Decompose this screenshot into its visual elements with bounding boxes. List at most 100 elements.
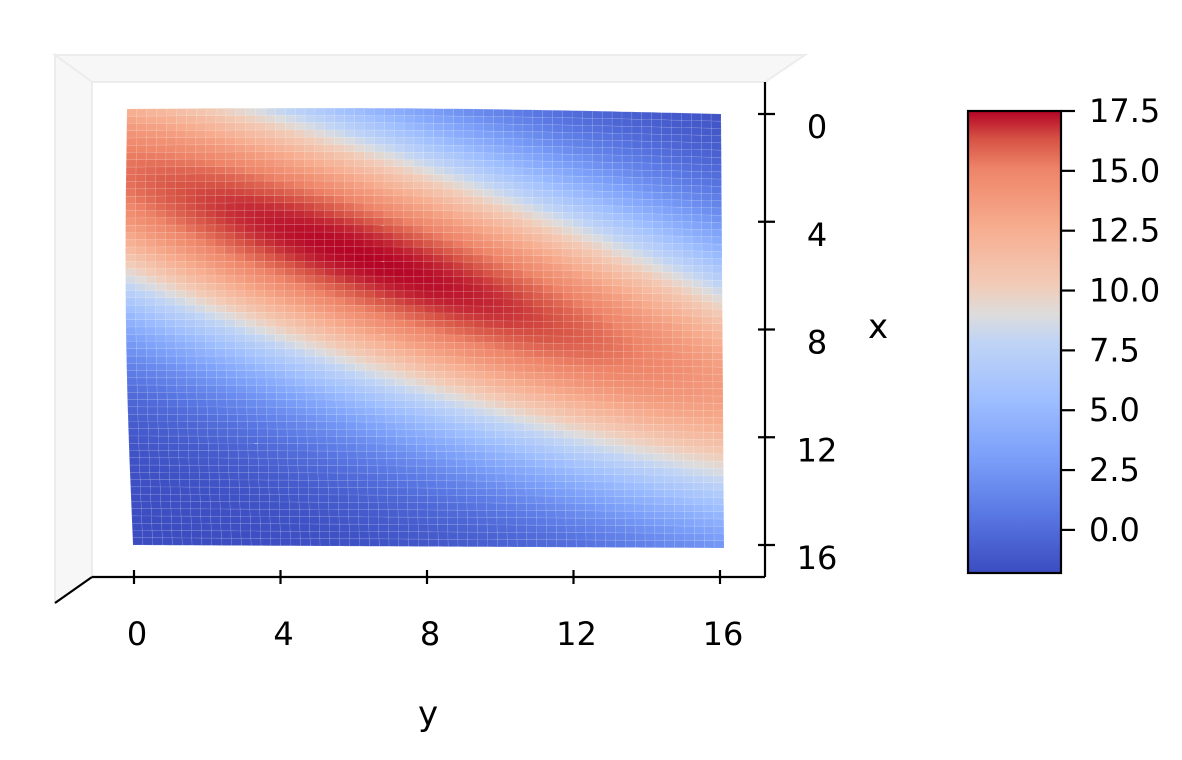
surface-cell <box>572 146 583 155</box>
surface-cell <box>393 246 405 255</box>
surface-cell <box>226 377 237 386</box>
surface-cell <box>137 392 148 400</box>
surface-cell <box>644 532 656 541</box>
surface-cell <box>269 516 281 525</box>
surface-cell <box>169 472 180 481</box>
surface-cell <box>267 436 278 444</box>
surface-cell <box>284 188 295 196</box>
surface-cell <box>314 144 325 153</box>
surface-cell <box>612 256 623 265</box>
surface-cell <box>582 125 593 134</box>
surface-cell <box>207 443 219 452</box>
surface-cell <box>413 181 425 190</box>
surface-cell <box>713 504 725 513</box>
surface-cell <box>304 129 316 138</box>
surface-cell <box>652 278 663 287</box>
surface-cell <box>268 472 279 481</box>
surface-cell <box>592 314 604 323</box>
surface-cell <box>314 246 325 255</box>
surface-cell <box>254 158 266 167</box>
surface-cell <box>533 379 545 388</box>
surface-cell <box>211 530 222 539</box>
surface-cell <box>314 304 325 313</box>
surface-cell <box>248 479 260 488</box>
surface-cell <box>377 472 388 481</box>
surface-cell <box>250 523 261 532</box>
surface-cell <box>564 423 575 432</box>
surface-cell <box>492 174 504 183</box>
surface-cell <box>200 523 212 532</box>
surface-cell <box>175 130 187 138</box>
surface-cell <box>602 263 613 272</box>
surface-cell <box>443 298 455 307</box>
surface-cell <box>632 206 643 214</box>
surface-cell <box>317 458 328 466</box>
surface-cell <box>405 414 417 423</box>
surface-cell <box>556 539 567 548</box>
surface-cell <box>336 421 347 430</box>
surface-cell <box>433 195 444 204</box>
surface-cell <box>463 196 474 205</box>
surface-cell <box>225 115 237 124</box>
surface-cell <box>191 537 203 546</box>
surface-cell <box>195 108 207 117</box>
surface-cell <box>585 525 596 534</box>
surface-cell <box>663 482 675 491</box>
surface-cell <box>239 501 251 510</box>
surface-cell <box>216 392 228 401</box>
surface-cell <box>615 525 626 534</box>
surface-cell <box>186 370 197 379</box>
surface-cell <box>604 459 615 468</box>
surface-cell <box>552 262 564 271</box>
surface-cell <box>393 297 405 306</box>
surface-cell <box>175 159 187 168</box>
surface-cell <box>226 392 237 401</box>
surface-cell <box>712 374 724 382</box>
surface-cell <box>294 195 305 204</box>
surface-cell <box>672 330 684 338</box>
surface-cell <box>128 435 140 444</box>
surface-cell <box>254 217 266 226</box>
surface-cell <box>294 334 306 342</box>
surface-cell <box>125 290 136 299</box>
surface-cell <box>710 135 722 144</box>
surface-cell <box>514 393 525 402</box>
surface-cell <box>185 130 197 138</box>
surface-cell <box>200 515 212 524</box>
surface-cell <box>254 253 265 262</box>
surface-cell <box>615 539 626 548</box>
surface-cell <box>424 341 435 350</box>
surface-cell <box>324 180 335 189</box>
surface-cell <box>344 275 355 284</box>
surface-cell <box>344 107 355 116</box>
surface-cell <box>374 326 385 335</box>
surface-cell <box>285 377 297 386</box>
surface-cell <box>294 246 305 255</box>
surface-cell <box>703 475 714 484</box>
surface-cell <box>156 108 167 117</box>
surface-cell <box>383 188 395 197</box>
surface-cell <box>711 279 723 288</box>
surface-cell <box>156 370 167 379</box>
surface-cell <box>326 443 338 452</box>
surface-cell <box>633 365 644 374</box>
surface-cell <box>593 394 605 403</box>
surface-cell <box>384 312 395 321</box>
surface-cell <box>463 239 474 248</box>
surface-cell <box>602 299 614 308</box>
surface-cell <box>661 228 673 237</box>
surface-cell <box>324 282 335 291</box>
surface-cell <box>427 517 439 525</box>
surface-cell <box>423 173 434 182</box>
surface-cell <box>592 299 604 308</box>
surface-cell <box>603 394 615 403</box>
surface-cell <box>255 348 266 357</box>
surface-cell <box>408 531 419 540</box>
surface-cell <box>235 363 247 371</box>
surface-cell <box>473 261 484 270</box>
surface-cell <box>152 537 163 546</box>
surface-cell <box>493 291 504 300</box>
surface-cell <box>294 319 306 328</box>
surface-cell <box>703 446 714 455</box>
surface-cell <box>346 443 358 452</box>
